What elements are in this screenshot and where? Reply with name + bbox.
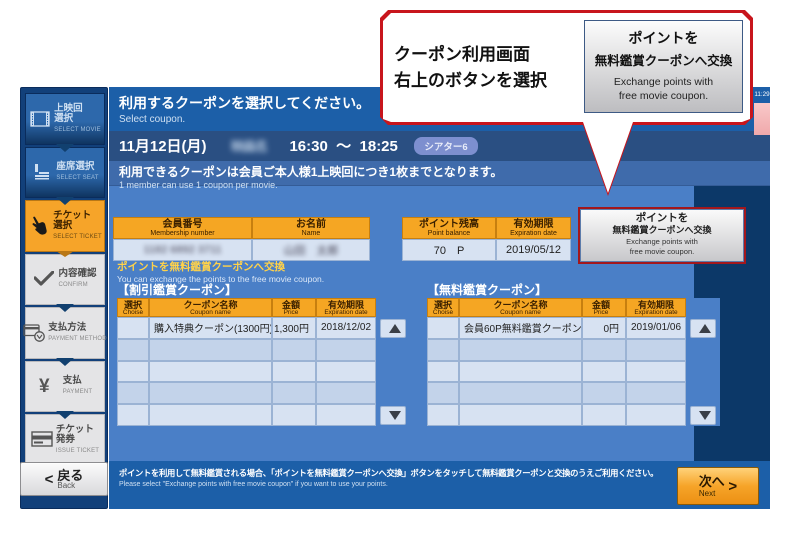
svg-text:¥: ¥ <box>39 376 50 396</box>
